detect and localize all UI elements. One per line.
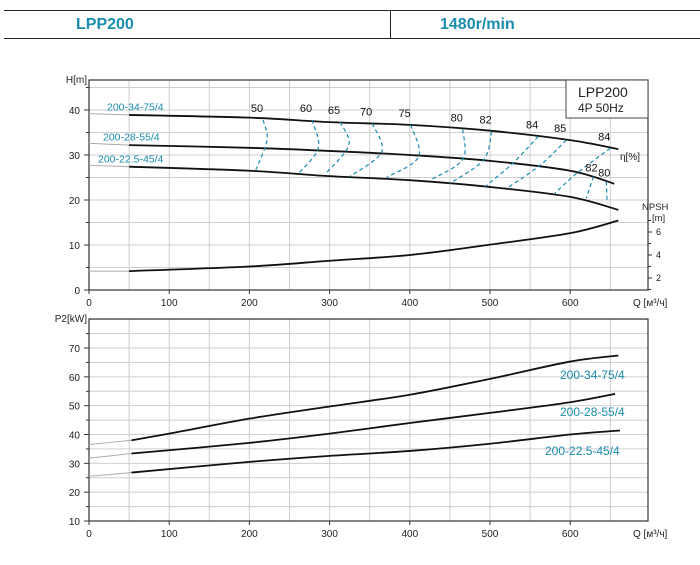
y-tick-label: 20 [69,488,81,499]
power-curve-1 [131,392,616,455]
efficiency-label: 75 [398,108,410,120]
x-tick-label: 400 [401,529,418,540]
y-tick-label: 40 [69,106,81,117]
header-divider [390,11,391,38]
y-tick-label: 40 [69,431,81,442]
x-tick-label: 200 [241,529,258,540]
power-curve-2 [131,429,620,474]
power-curve-label: 200-22.5-45/4 [545,444,620,458]
y-tick-label: 20 [69,196,81,207]
model-box [565,79,649,119]
head-curve-2 [129,165,619,211]
power-curve-0-extension [88,439,132,446]
efficiency-label: 70 [360,107,372,119]
efficiency-curve [429,129,466,181]
npsh-axis-unit: [m] [652,213,665,224]
header-bar: LPP200 1480r/min [4,10,700,39]
y-tick-label: 50 [69,402,81,413]
efficiency-curve [449,131,493,184]
efficiency-label: 80 [598,168,610,180]
x-tick-label: 300 [321,298,338,309]
x-axis-label: Q [м³/ч] [633,298,668,309]
efficiency-label: 84 [526,120,538,132]
efficiency-label: 80 [451,112,463,124]
y-tick-label: 30 [69,459,81,470]
head-curve-0 [129,114,619,151]
x-tick-label: 0 [86,529,92,540]
y-tick-label: 10 [69,241,81,252]
x-tick-label: 400 [401,298,418,309]
head-curve-label: 200-22.5-45/4 [98,153,164,165]
model-box-subtitle: 4P 50Hz [578,101,624,115]
head-curve-label: 200-34-75/4 [107,102,164,114]
x-tick-label: 600 [562,298,579,309]
header-speed: 1480r/min [440,16,515,33]
y-tick-label: 10 [69,517,81,528]
efficiency-curve [585,176,595,199]
efficiency-curve [255,119,268,171]
y-tick-label: 0 [74,286,80,297]
head-curve-0-extension [88,113,130,116]
x-tick-label: 100 [161,298,178,309]
efficiency-curve [298,119,320,174]
model-box-title: LPP200 [578,84,628,100]
efficiency-label: 60 [300,103,312,115]
head-curve-1 [129,144,615,185]
x-tick-label: 600 [562,529,579,540]
x-tick-label: 200 [241,298,258,309]
efficiency-label: 82 [585,163,597,175]
y-tick-label: 60 [69,373,81,384]
power-curve-label: 200-28-55/4 [560,405,625,419]
head-curve-2-extension [88,164,130,168]
efficiency-curve [386,124,421,179]
head-curve-label: 200-28-55/4 [103,131,160,143]
power-curve-1-extension [88,453,132,459]
y-tick-label: 30 [69,151,81,162]
x-axis-label: Q [м³/ч] [633,529,668,540]
x-tick-label: 500 [482,298,499,309]
power-curve-label: 200-34-75/4 [560,368,625,382]
npsh-curve [129,219,619,272]
y-axis-label: P2[kW] [55,314,87,325]
x-tick-label: 100 [161,529,178,540]
plot-frame [88,79,649,291]
y-tick-label: 70 [69,344,81,355]
efficiency-curve [605,181,608,204]
efficiency-label: 65 [328,105,340,117]
npsh-axis-label: NPSH [642,202,669,213]
header-model: LPP200 [76,16,134,33]
efficiency-curve [554,147,611,194]
x-tick-label: 300 [321,529,338,540]
efficiency-curve [484,136,539,187]
power-curve-0 [131,354,619,442]
efficiency-label: 82 [479,115,491,127]
efficiency-label: 85 [554,123,566,135]
efficiency-curve [349,123,384,178]
efficiency-curve [325,121,350,174]
npsh-tick-label: 2 [656,273,661,283]
npsh-tick-label: 4 [656,250,661,260]
y-axis-label: H[m] [66,75,87,86]
efficiency-label: 84 [598,131,610,143]
x-tick-label: 500 [482,529,499,540]
x-tick-label: 0 [86,298,92,309]
efficiency-axis-label: η[%] [620,152,640,163]
power-curve-2-extension [88,472,132,477]
npsh-tick-label: 6 [656,227,661,237]
efficiency-label: 50 [251,103,263,115]
head-curve-1-extension [88,142,130,146]
efficiency-curve [506,139,567,189]
